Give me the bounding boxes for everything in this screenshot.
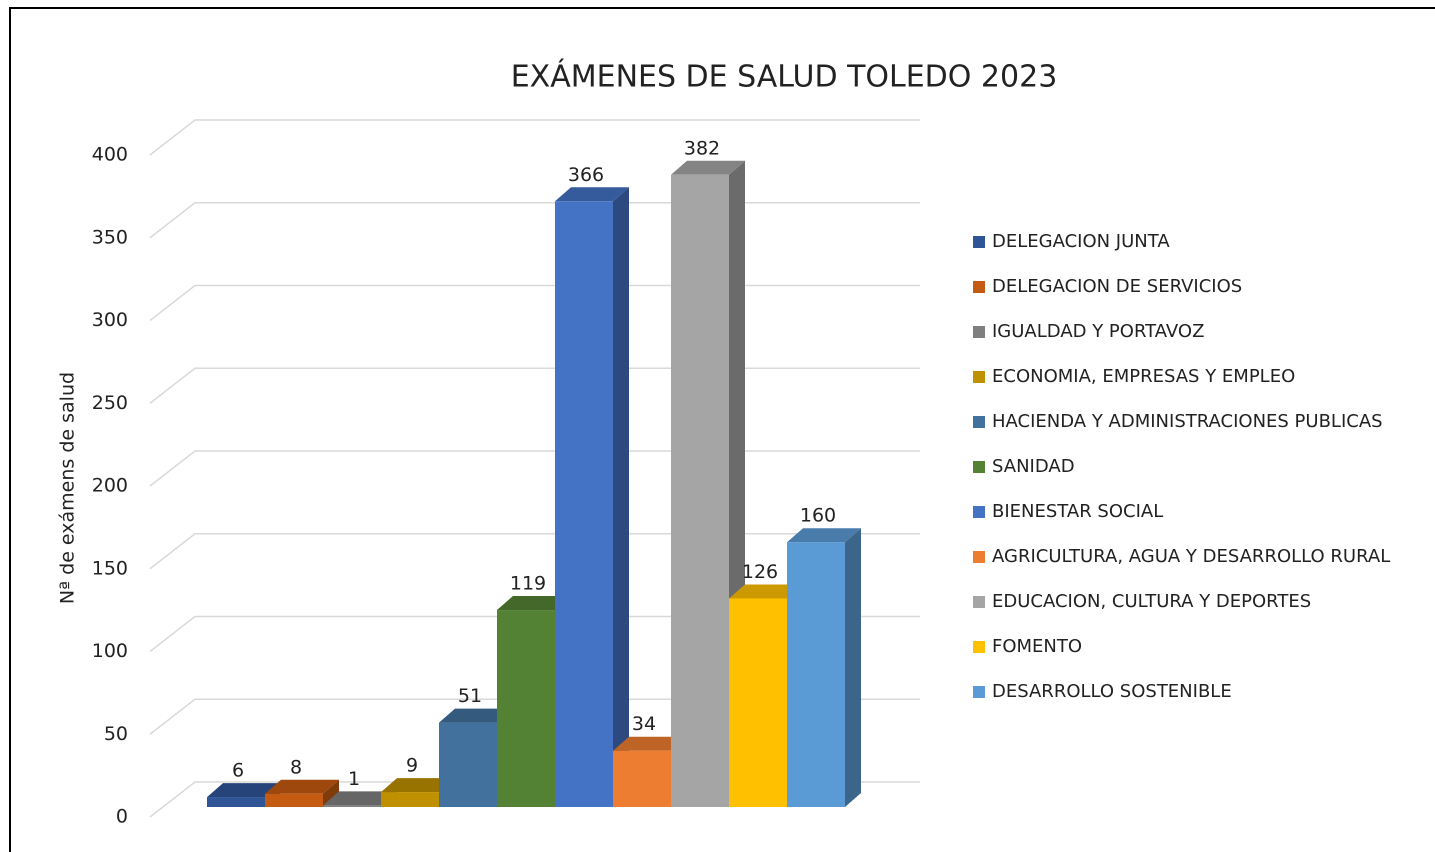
bar-top	[613, 736, 687, 751]
legend-label: DESARROLLO SOSTENIBLE	[992, 681, 1232, 702]
y-tick-label: 50	[104, 723, 128, 745]
legend-swatch	[973, 506, 985, 518]
value-label: 1	[348, 768, 360, 790]
legend-swatch	[973, 551, 985, 563]
legend-label: BIENESTAR SOCIAL	[992, 501, 1163, 522]
bar-side	[845, 528, 861, 807]
legend-label: FOMENTO	[992, 636, 1082, 657]
legend-label: IGUALDAD Y PORTAVOZ	[992, 321, 1204, 342]
bar	[323, 805, 381, 807]
legend-label: AGRICULTURA, AGUA Y DESARROLLO RURAL	[992, 546, 1390, 567]
y-tick-label: 250	[92, 392, 128, 414]
legend-label: DELEGACION JUNTA	[992, 231, 1170, 252]
bar-top	[729, 584, 803, 599]
legend-swatch	[973, 281, 985, 293]
bar-top	[265, 779, 339, 794]
y-tick-label: 200	[92, 475, 128, 497]
bar-top	[381, 778, 455, 793]
bar	[265, 793, 323, 807]
legend-swatch	[973, 596, 985, 608]
value-label: 9	[406, 755, 418, 777]
bar-side	[613, 187, 629, 807]
y-tick-label: 0	[116, 806, 128, 828]
legend-label: SANIDAD	[992, 456, 1075, 477]
legend-swatch	[973, 236, 985, 248]
value-label: 366	[568, 164, 604, 186]
bar	[787, 542, 845, 807]
legend-swatch	[973, 686, 985, 698]
legend-swatch	[973, 371, 985, 383]
y-tick-label: 100	[92, 640, 128, 662]
bar	[555, 201, 613, 807]
bar-top	[207, 783, 281, 798]
legend-label: ECONOMIA, EMPRESAS Y EMPLEO	[992, 366, 1295, 387]
legend-label: EDUCACION, CULTURA Y DEPORTES	[992, 591, 1311, 612]
bar-top	[323, 791, 397, 806]
legend-label: HACIENDA Y ADMINISTRACIONES PUBLICAS	[992, 411, 1383, 432]
bar	[729, 598, 787, 807]
chart-title: EXÁMENES DE SALUD TOLEDO 2023	[511, 59, 1058, 95]
bar	[613, 750, 671, 807]
bar	[671, 174, 729, 808]
bar	[207, 797, 265, 807]
y-tick-label: 300	[92, 309, 128, 331]
value-label: 160	[800, 505, 836, 527]
bar	[381, 792, 439, 807]
value-label: 382	[684, 137, 720, 159]
value-label: 126	[742, 561, 778, 583]
bar-top	[671, 160, 745, 175]
y-tick-label: 400	[92, 144, 128, 166]
value-label: 51	[458, 685, 482, 707]
legend-swatch	[973, 641, 985, 653]
grid-line	[149, 119, 920, 156]
value-label: 6	[232, 760, 244, 782]
y-axis-title: Nª de exámens de salud	[57, 372, 79, 604]
legend-swatch	[973, 461, 985, 473]
value-label: 34	[632, 713, 656, 735]
bar-top	[439, 708, 513, 723]
legend-swatch	[973, 326, 985, 338]
bar	[439, 722, 497, 807]
bar	[497, 610, 555, 807]
legend-swatch	[973, 416, 985, 428]
bar-top	[555, 187, 629, 202]
value-label: 119	[510, 573, 546, 595]
y-tick-label: 150	[92, 557, 128, 579]
legend-label: DELEGACION DE SERVICIOS	[992, 276, 1242, 297]
bar-side	[323, 779, 339, 807]
bar-top	[497, 596, 571, 611]
y-tick-label: 350	[92, 226, 128, 248]
value-label: 8	[290, 756, 302, 778]
bar-top	[787, 528, 861, 543]
